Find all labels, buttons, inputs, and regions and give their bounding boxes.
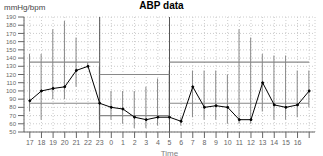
svg-text:180: 180 xyxy=(8,22,17,28)
svg-text:160: 160 xyxy=(8,39,17,45)
svg-text:23: 23 xyxy=(96,139,104,146)
svg-text:170: 170 xyxy=(8,31,17,37)
svg-text:Time: Time xyxy=(161,149,179,156)
svg-text:0: 0 xyxy=(109,139,113,146)
svg-text:21: 21 xyxy=(72,139,80,146)
svg-text:70: 70 xyxy=(9,113,16,119)
svg-text:4: 4 xyxy=(156,139,160,146)
svg-text:13: 13 xyxy=(259,139,267,146)
svg-text:130: 130 xyxy=(8,63,17,69)
svg-text:18: 18 xyxy=(38,139,46,146)
svg-text:8: 8 xyxy=(202,139,206,146)
html-text:mmHg/bpm: mmHg/bpm xyxy=(4,3,46,12)
svg-text:2: 2 xyxy=(133,139,137,146)
svg-text:19: 19 xyxy=(49,139,57,146)
svg-text:140: 140 xyxy=(8,55,17,61)
svg-text:14: 14 xyxy=(270,139,278,146)
svg-text:90: 90 xyxy=(9,96,16,102)
svg-text:150: 150 xyxy=(8,47,17,53)
svg-text:120: 120 xyxy=(8,72,17,78)
html-text:ABP data: ABP data xyxy=(139,0,184,11)
svg-text:3: 3 xyxy=(144,139,148,146)
svg-text:80: 80 xyxy=(9,104,16,110)
svg-text:15: 15 xyxy=(282,139,290,146)
svg-text:12: 12 xyxy=(247,139,255,146)
svg-text:50: 50 xyxy=(9,129,16,135)
svg-text:20: 20 xyxy=(61,139,69,146)
svg-text:9: 9 xyxy=(214,139,218,146)
svg-text:60: 60 xyxy=(9,121,16,127)
svg-text:11: 11 xyxy=(236,139,243,146)
svg-text:6: 6 xyxy=(179,139,183,146)
svg-text:10: 10 xyxy=(224,139,232,146)
svg-text:190: 190 xyxy=(8,14,17,20)
svg-text:16: 16 xyxy=(294,139,302,146)
svg-text:1: 1 xyxy=(121,139,125,146)
svg-text:7: 7 xyxy=(191,139,195,146)
svg-text:17: 17 xyxy=(26,139,34,146)
svg-text:5: 5 xyxy=(168,139,172,146)
svg-text:110: 110 xyxy=(8,80,17,86)
svg-text:100: 100 xyxy=(8,88,17,94)
svg-text:22: 22 xyxy=(84,139,92,146)
